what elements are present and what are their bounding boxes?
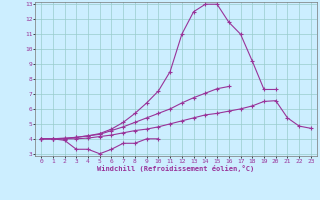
- X-axis label: Windchill (Refroidissement éolien,°C): Windchill (Refroidissement éolien,°C): [97, 165, 255, 172]
